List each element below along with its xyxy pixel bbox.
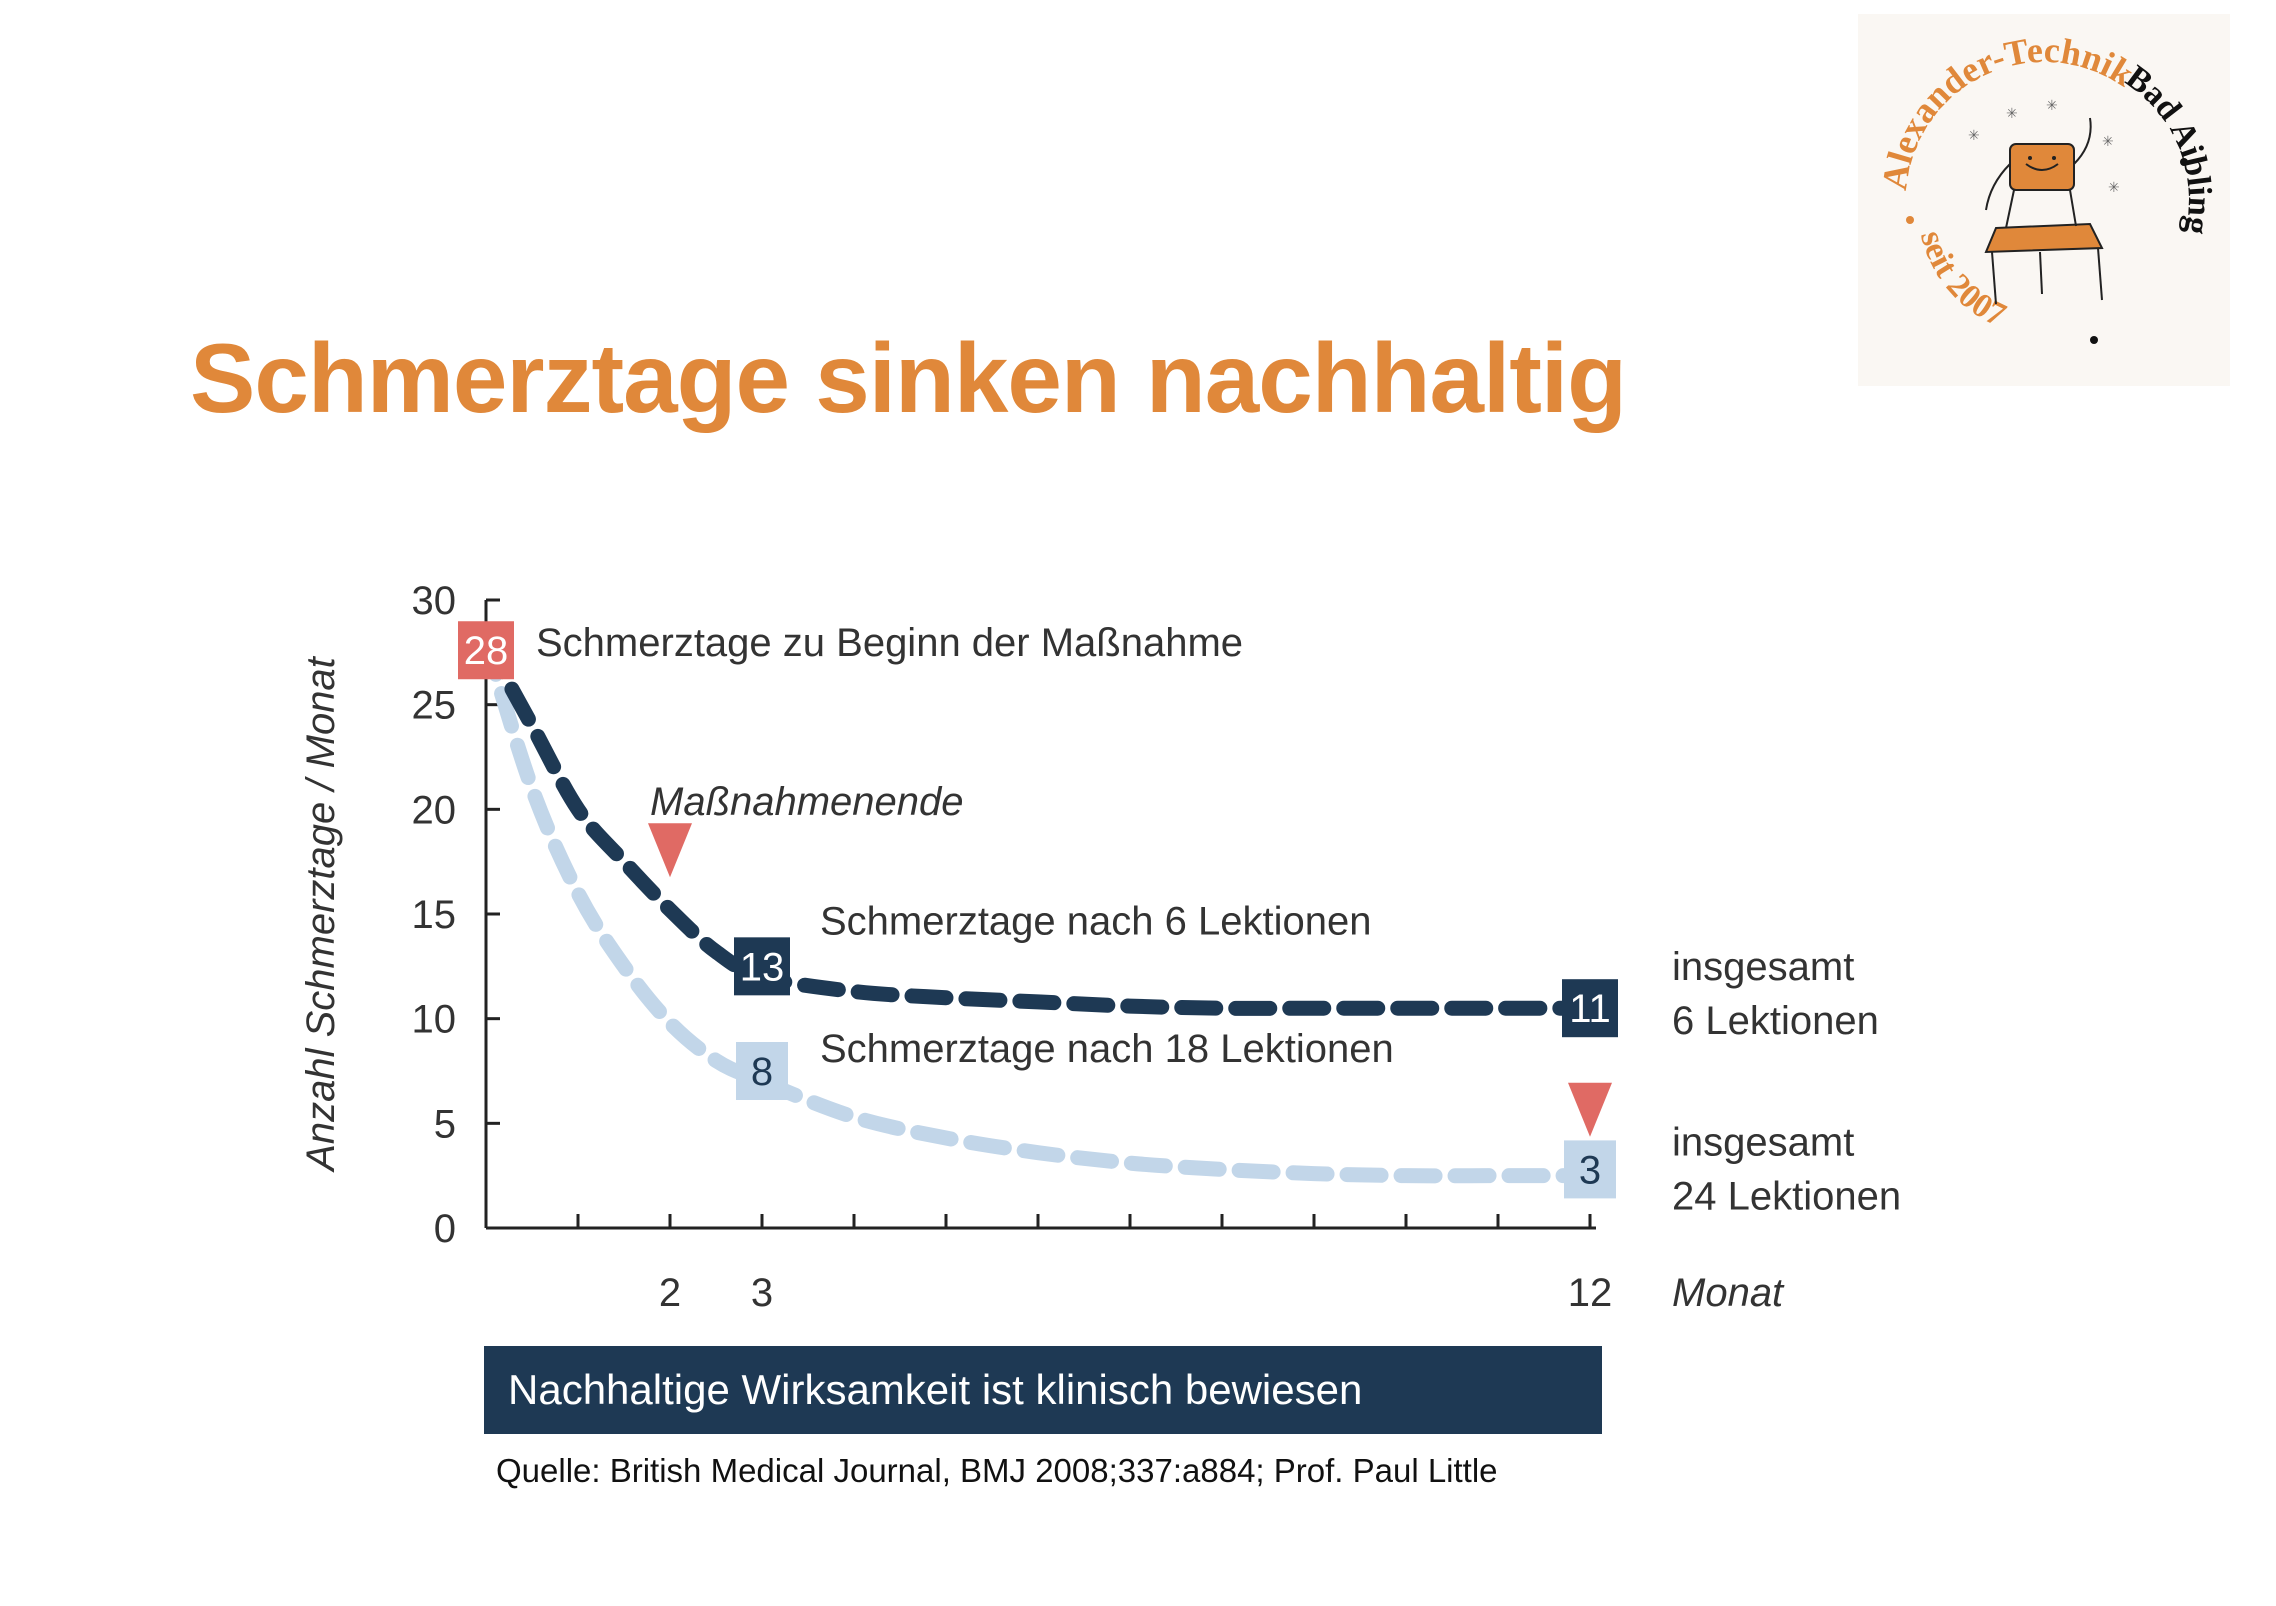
source-citation: Quelle: British Medical Journal, BMJ 200… — [496, 1452, 1498, 1489]
value-box-label: 8 — [751, 1050, 773, 1094]
y-tick-label: 5 — [434, 1102, 456, 1146]
logo: Alexander-Technik Bad Aibling seit 2007 … — [1858, 14, 2230, 386]
series-end-label: insgesamt — [1672, 1121, 1854, 1165]
y-tick-label: 10 — [412, 998, 457, 1042]
chart-markers — [648, 823, 1612, 1137]
annotation-label: Schmerztage zu Beginn der Maßnahme — [536, 621, 1243, 665]
y-tick-label: 30 — [412, 579, 457, 623]
svg-text:✳: ✳ — [1968, 128, 1980, 144]
y-axis-label: Anzahl Schmerztage / Monat — [299, 655, 343, 1172]
triangle-marker-icon — [648, 823, 692, 878]
logo-separator-dot — [1906, 216, 1914, 224]
value-box-label: 28 — [464, 629, 509, 673]
series-line — [478, 634, 1598, 1016]
series-line — [478, 634, 1598, 1184]
logo-separator-dot — [2180, 158, 2188, 166]
value-box — [1564, 1140, 1616, 1199]
x-tick-label: 3 — [751, 1271, 773, 1315]
series-end-label: 6 Lektionen — [1672, 999, 1879, 1043]
chart-labels: Schmerztage zu Beginn der Maßnahme Maßnah… — [536, 621, 1901, 1219]
value-box-label: 13 — [740, 945, 785, 989]
value-box-label: 3 — [1579, 1148, 1601, 1192]
series-end-label: insgesamt — [1672, 945, 1854, 989]
value-box — [458, 621, 514, 680]
value-box — [736, 1042, 788, 1100]
smiling-chair-icon: ✳ ✳ ✳ ✳ ✳ — [1968, 98, 2120, 305]
annotation-label: Maßnahmenende — [650, 780, 964, 824]
series-end-label: 24 Lektionen — [1672, 1175, 1901, 1219]
annotation-label: Schmerztage nach 6 Lektionen — [820, 899, 1371, 943]
value-box-label: 11 — [1569, 987, 1611, 1031]
svg-text:✳: ✳ — [2046, 98, 2058, 114]
x-tick-label: 12 — [1568, 1271, 1613, 1315]
annotation-label: Schmerztage nach 18 Lektionen — [820, 1027, 1394, 1071]
svg-text:✳: ✳ — [2006, 106, 2018, 122]
logo-separator-dot — [2090, 336, 2098, 344]
triangle-marker-icon — [1568, 1082, 1612, 1137]
y-tick-label: 15 — [412, 893, 457, 937]
x-tick-label: 2 — [659, 1271, 681, 1315]
y-tick-label: 0 — [434, 1207, 456, 1251]
value-box — [1562, 979, 1618, 1038]
chart-axes: 0 5 10 15 20 25 30 2 3 12 Monat Anzahl Schmerztage … — [299, 579, 1785, 1315]
y-tick-label: 25 — [412, 684, 457, 728]
chart-series — [478, 634, 1598, 1184]
y-tick-label: 20 — [412, 788, 457, 832]
value-box — [734, 937, 790, 996]
x-axis-label: Monat — [1672, 1271, 1785, 1315]
svg-text:✳: ✳ — [2108, 180, 2120, 196]
chart-value-boxes: 28 13 8 11 3 — [458, 621, 1618, 1199]
page-title: Schmerztage sinken nachhaltig — [190, 323, 1627, 433]
svg-text:✳: ✳ — [2102, 134, 2114, 150]
caption-banner: Nachhaltige Wirksamkeit ist klinisch bew… — [484, 1346, 1602, 1434]
